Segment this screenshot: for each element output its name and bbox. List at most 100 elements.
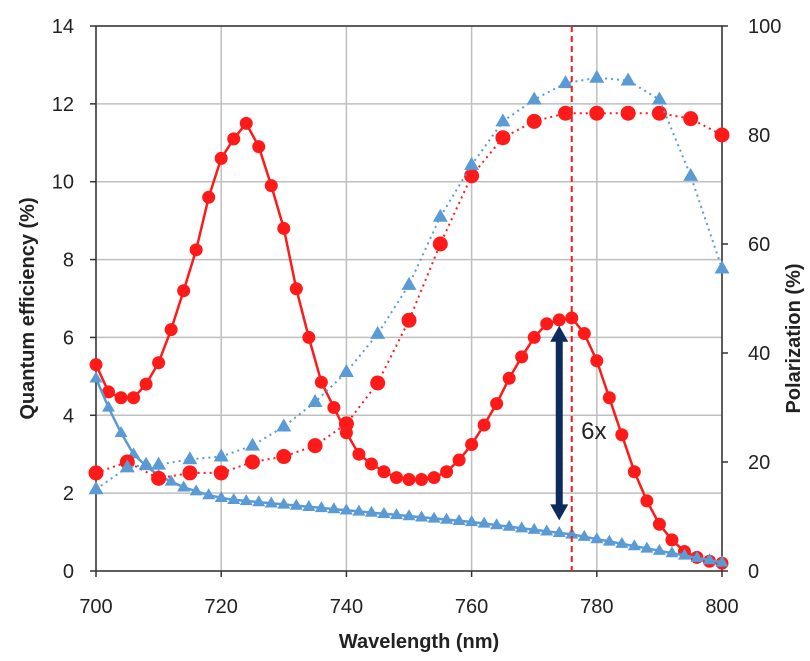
series-1-point xyxy=(302,499,316,511)
series-2-point xyxy=(151,470,167,486)
series-3-line xyxy=(95,76,723,491)
series-0-point xyxy=(152,356,166,370)
x-tick-label: 780 xyxy=(580,596,613,618)
series-0-point xyxy=(227,132,241,146)
series-0-point xyxy=(364,457,378,471)
series-0-point xyxy=(552,313,566,327)
series-3-point xyxy=(370,325,386,339)
series-3-point xyxy=(88,481,104,495)
series-0-point xyxy=(314,375,328,389)
y-left-tick-label: 4 xyxy=(63,405,74,427)
series-1-point xyxy=(339,503,353,515)
series-1-point xyxy=(327,502,341,514)
series-2-point xyxy=(651,105,667,121)
series-3-point xyxy=(338,364,354,378)
series-1-point xyxy=(415,510,429,522)
series-0-point xyxy=(377,465,391,479)
series-0-point xyxy=(302,330,316,344)
y-left-tick-label: 12 xyxy=(52,94,74,116)
series-1-point xyxy=(565,527,579,539)
ratio-label: 6x xyxy=(581,418,606,445)
series-2-point xyxy=(370,375,386,391)
series-1-point xyxy=(289,498,303,510)
series-0-point xyxy=(665,533,679,547)
ratio-arrow-head-up xyxy=(550,325,569,342)
series-0-point xyxy=(214,151,228,165)
series-1-point xyxy=(527,522,541,534)
y-left-tick-label: 2 xyxy=(63,483,74,505)
series-1-point xyxy=(590,532,604,544)
series-1-point xyxy=(465,515,479,527)
series-3-point xyxy=(182,451,198,465)
y-right-tick-label: 40 xyxy=(748,343,770,365)
series-1-point xyxy=(602,534,616,546)
y-right-tick-label: 80 xyxy=(748,125,770,147)
x-tick-label: 700 xyxy=(79,596,112,618)
series-1-point xyxy=(389,508,403,520)
x-tick-label: 720 xyxy=(205,596,238,618)
y-left-tick-label: 6 xyxy=(63,327,74,349)
series-0-point xyxy=(389,471,403,485)
series-1-point xyxy=(502,519,516,531)
series-1-point xyxy=(202,488,216,500)
series-1-point xyxy=(177,480,191,492)
series-2-point xyxy=(401,312,417,328)
series-0-point xyxy=(540,317,554,331)
series-0-point xyxy=(502,371,516,385)
series-1-point xyxy=(552,526,566,538)
series-1-point xyxy=(640,541,654,553)
series-2-point xyxy=(714,127,730,143)
y-right-axis-title: Polarization (%) xyxy=(783,263,805,413)
series-0-point xyxy=(164,323,178,337)
series-1-point xyxy=(702,553,716,565)
series-3-point xyxy=(307,393,323,407)
x-tick-label: 760 xyxy=(455,596,488,618)
series-0-point xyxy=(289,282,303,296)
series-1-point xyxy=(690,550,704,562)
series-0-point xyxy=(277,221,291,235)
series-0-point xyxy=(602,391,616,405)
series-0-point xyxy=(114,391,128,405)
series-0-point xyxy=(202,190,216,204)
y-left-tick-label: 10 xyxy=(52,172,74,194)
series-2-point xyxy=(683,111,699,127)
series-3-point xyxy=(138,456,154,470)
series-0-point xyxy=(477,418,491,432)
series-1-point xyxy=(314,501,328,513)
series-1-point xyxy=(627,539,641,551)
series-0-point xyxy=(440,465,454,479)
series-0-point xyxy=(264,179,278,193)
series-0-point xyxy=(415,473,429,487)
series-1-point xyxy=(665,546,679,558)
series-0-point xyxy=(102,385,116,399)
series-1-point xyxy=(715,555,729,567)
series-0-point xyxy=(177,284,191,298)
series-3-point xyxy=(464,156,480,170)
series-3-point xyxy=(620,72,636,86)
series-1-point xyxy=(540,524,554,536)
series-0-point xyxy=(252,140,266,154)
series-0-point xyxy=(427,471,441,485)
y-right-tick-label: 100 xyxy=(748,16,781,38)
series-2-point xyxy=(526,113,542,129)
series-1-point xyxy=(89,371,103,383)
y-left-tick-label: 0 xyxy=(63,561,74,583)
series-1-point xyxy=(277,497,291,509)
series-3-point xyxy=(526,91,542,105)
series-2-point xyxy=(182,465,198,481)
y-right-tick-label: 0 xyxy=(748,561,759,583)
series-1-point xyxy=(440,512,454,524)
series-1-point xyxy=(264,496,278,508)
series-0-point xyxy=(402,473,416,487)
series-2-point xyxy=(589,105,605,121)
series-1-point xyxy=(652,543,666,555)
series-1-point xyxy=(452,513,466,525)
series-0-point xyxy=(640,494,654,508)
series-0-point xyxy=(127,391,141,405)
series-0-point xyxy=(327,401,341,414)
series-0-point xyxy=(577,327,591,341)
series-0-point xyxy=(652,517,666,531)
series-1-point xyxy=(577,529,591,541)
series-1-point xyxy=(427,511,441,523)
